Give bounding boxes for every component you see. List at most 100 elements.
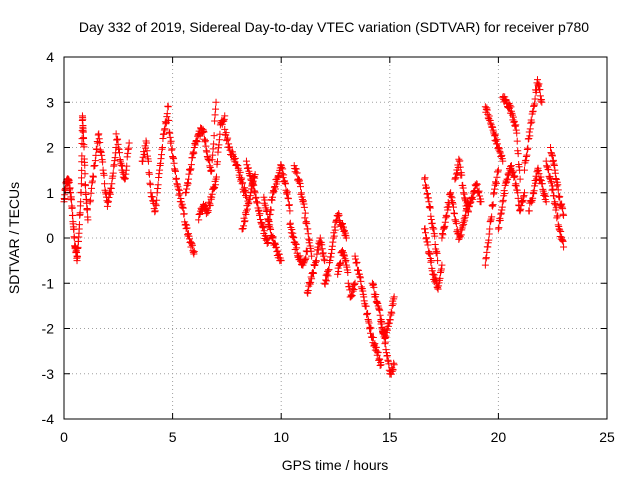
data-points bbox=[60, 76, 568, 378]
data-point bbox=[204, 207, 212, 215]
data-point bbox=[486, 225, 494, 233]
data-point bbox=[550, 192, 558, 200]
data-point bbox=[516, 175, 524, 183]
chart-title: Day 332 of 2019, Sidereal Day-to-day VTE… bbox=[79, 19, 589, 35]
data-point bbox=[302, 254, 310, 262]
y-tick-label: -1 bbox=[42, 275, 55, 291]
data-point bbox=[288, 226, 296, 234]
data-point bbox=[499, 157, 507, 165]
data-point bbox=[525, 207, 533, 215]
data-point bbox=[212, 105, 220, 113]
data-point bbox=[325, 266, 333, 274]
data-point bbox=[495, 224, 503, 232]
data-point bbox=[187, 161, 195, 169]
y-tick-label: 4 bbox=[46, 49, 54, 65]
data-point bbox=[314, 246, 322, 254]
data-point bbox=[213, 173, 221, 181]
data-point bbox=[271, 185, 279, 193]
y-tick-label: -3 bbox=[42, 366, 55, 382]
data-point bbox=[239, 179, 247, 187]
data-point bbox=[390, 293, 398, 301]
data-point bbox=[167, 137, 175, 145]
data-point bbox=[168, 145, 176, 153]
data-point bbox=[456, 163, 464, 171]
data-point bbox=[81, 182, 89, 190]
data-point bbox=[426, 204, 434, 212]
data-point bbox=[520, 166, 528, 174]
data-point bbox=[383, 326, 391, 334]
data-point bbox=[81, 170, 89, 178]
data-point bbox=[312, 257, 320, 265]
data-point bbox=[351, 279, 359, 287]
data-point bbox=[78, 166, 86, 174]
data-point bbox=[506, 101, 514, 109]
data-point bbox=[87, 196, 95, 204]
data-point bbox=[222, 129, 230, 137]
data-point bbox=[494, 166, 502, 174]
data-point bbox=[557, 228, 565, 236]
data-point bbox=[143, 139, 151, 147]
data-point bbox=[180, 210, 188, 218]
data-point bbox=[80, 143, 88, 151]
data-point bbox=[236, 168, 244, 176]
data-point bbox=[337, 259, 345, 267]
data-point bbox=[324, 272, 332, 280]
data-point bbox=[554, 186, 562, 194]
data-point bbox=[433, 249, 441, 257]
data-point bbox=[240, 222, 248, 230]
data-point bbox=[125, 139, 133, 147]
data-point bbox=[284, 195, 292, 203]
data-point bbox=[286, 207, 294, 215]
data-point bbox=[532, 179, 540, 187]
data-point bbox=[278, 163, 286, 171]
data-point bbox=[526, 132, 534, 140]
axis-ticks: 0 5 10 15 20 25 -4 -3 -2 -1 0 1 2 3 4 bbox=[42, 49, 615, 445]
data-point bbox=[431, 232, 439, 240]
data-point bbox=[488, 213, 496, 221]
data-point bbox=[536, 86, 544, 94]
data-point bbox=[67, 196, 75, 204]
x-tick-label: 5 bbox=[169, 429, 177, 445]
y-tick-label: 1 bbox=[46, 185, 54, 201]
data-point bbox=[269, 233, 277, 241]
data-point bbox=[256, 210, 264, 218]
x-tick-label: 0 bbox=[60, 429, 68, 445]
data-point bbox=[293, 169, 301, 177]
data-point bbox=[280, 171, 288, 179]
data-point bbox=[106, 190, 114, 198]
data-point bbox=[77, 174, 85, 182]
data-point bbox=[371, 340, 379, 348]
data-point bbox=[212, 98, 220, 106]
data-point bbox=[263, 208, 271, 216]
data-point bbox=[221, 112, 229, 120]
data-point bbox=[545, 166, 553, 174]
data-point bbox=[196, 132, 204, 140]
data-point bbox=[348, 291, 356, 299]
data-point bbox=[277, 257, 285, 265]
data-point bbox=[533, 175, 541, 183]
data-point bbox=[520, 189, 528, 197]
data-point bbox=[161, 125, 169, 133]
y-tick-label: 0 bbox=[46, 230, 54, 246]
data-point bbox=[477, 198, 485, 206]
data-point bbox=[146, 181, 154, 189]
data-point bbox=[556, 226, 564, 234]
data-point bbox=[450, 203, 458, 211]
data-point bbox=[84, 216, 92, 224]
data-point bbox=[285, 201, 293, 209]
data-point bbox=[89, 173, 97, 181]
data-point bbox=[76, 209, 84, 217]
data-point bbox=[560, 243, 568, 251]
data-point bbox=[330, 232, 338, 240]
data-point bbox=[436, 274, 444, 282]
data-point bbox=[154, 181, 162, 189]
data-point bbox=[367, 324, 375, 332]
data-point bbox=[492, 179, 500, 187]
data-point bbox=[514, 150, 522, 158]
data-point bbox=[552, 204, 560, 212]
data-point bbox=[374, 348, 382, 356]
y-tick-label: 2 bbox=[46, 140, 54, 156]
data-point bbox=[297, 183, 305, 191]
data-point bbox=[331, 226, 339, 234]
data-point bbox=[75, 221, 83, 229]
